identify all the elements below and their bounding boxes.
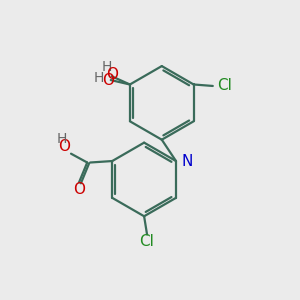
Text: O: O [106,67,118,82]
Text: H: H [94,71,104,85]
Text: O: O [58,139,70,154]
Text: O: O [102,73,114,88]
Text: Cl: Cl [217,79,232,94]
Text: O: O [73,182,85,196]
Text: N: N [181,154,193,169]
Text: Cl: Cl [140,234,154,249]
Text: H: H [56,132,67,146]
Text: H: H [102,59,112,74]
